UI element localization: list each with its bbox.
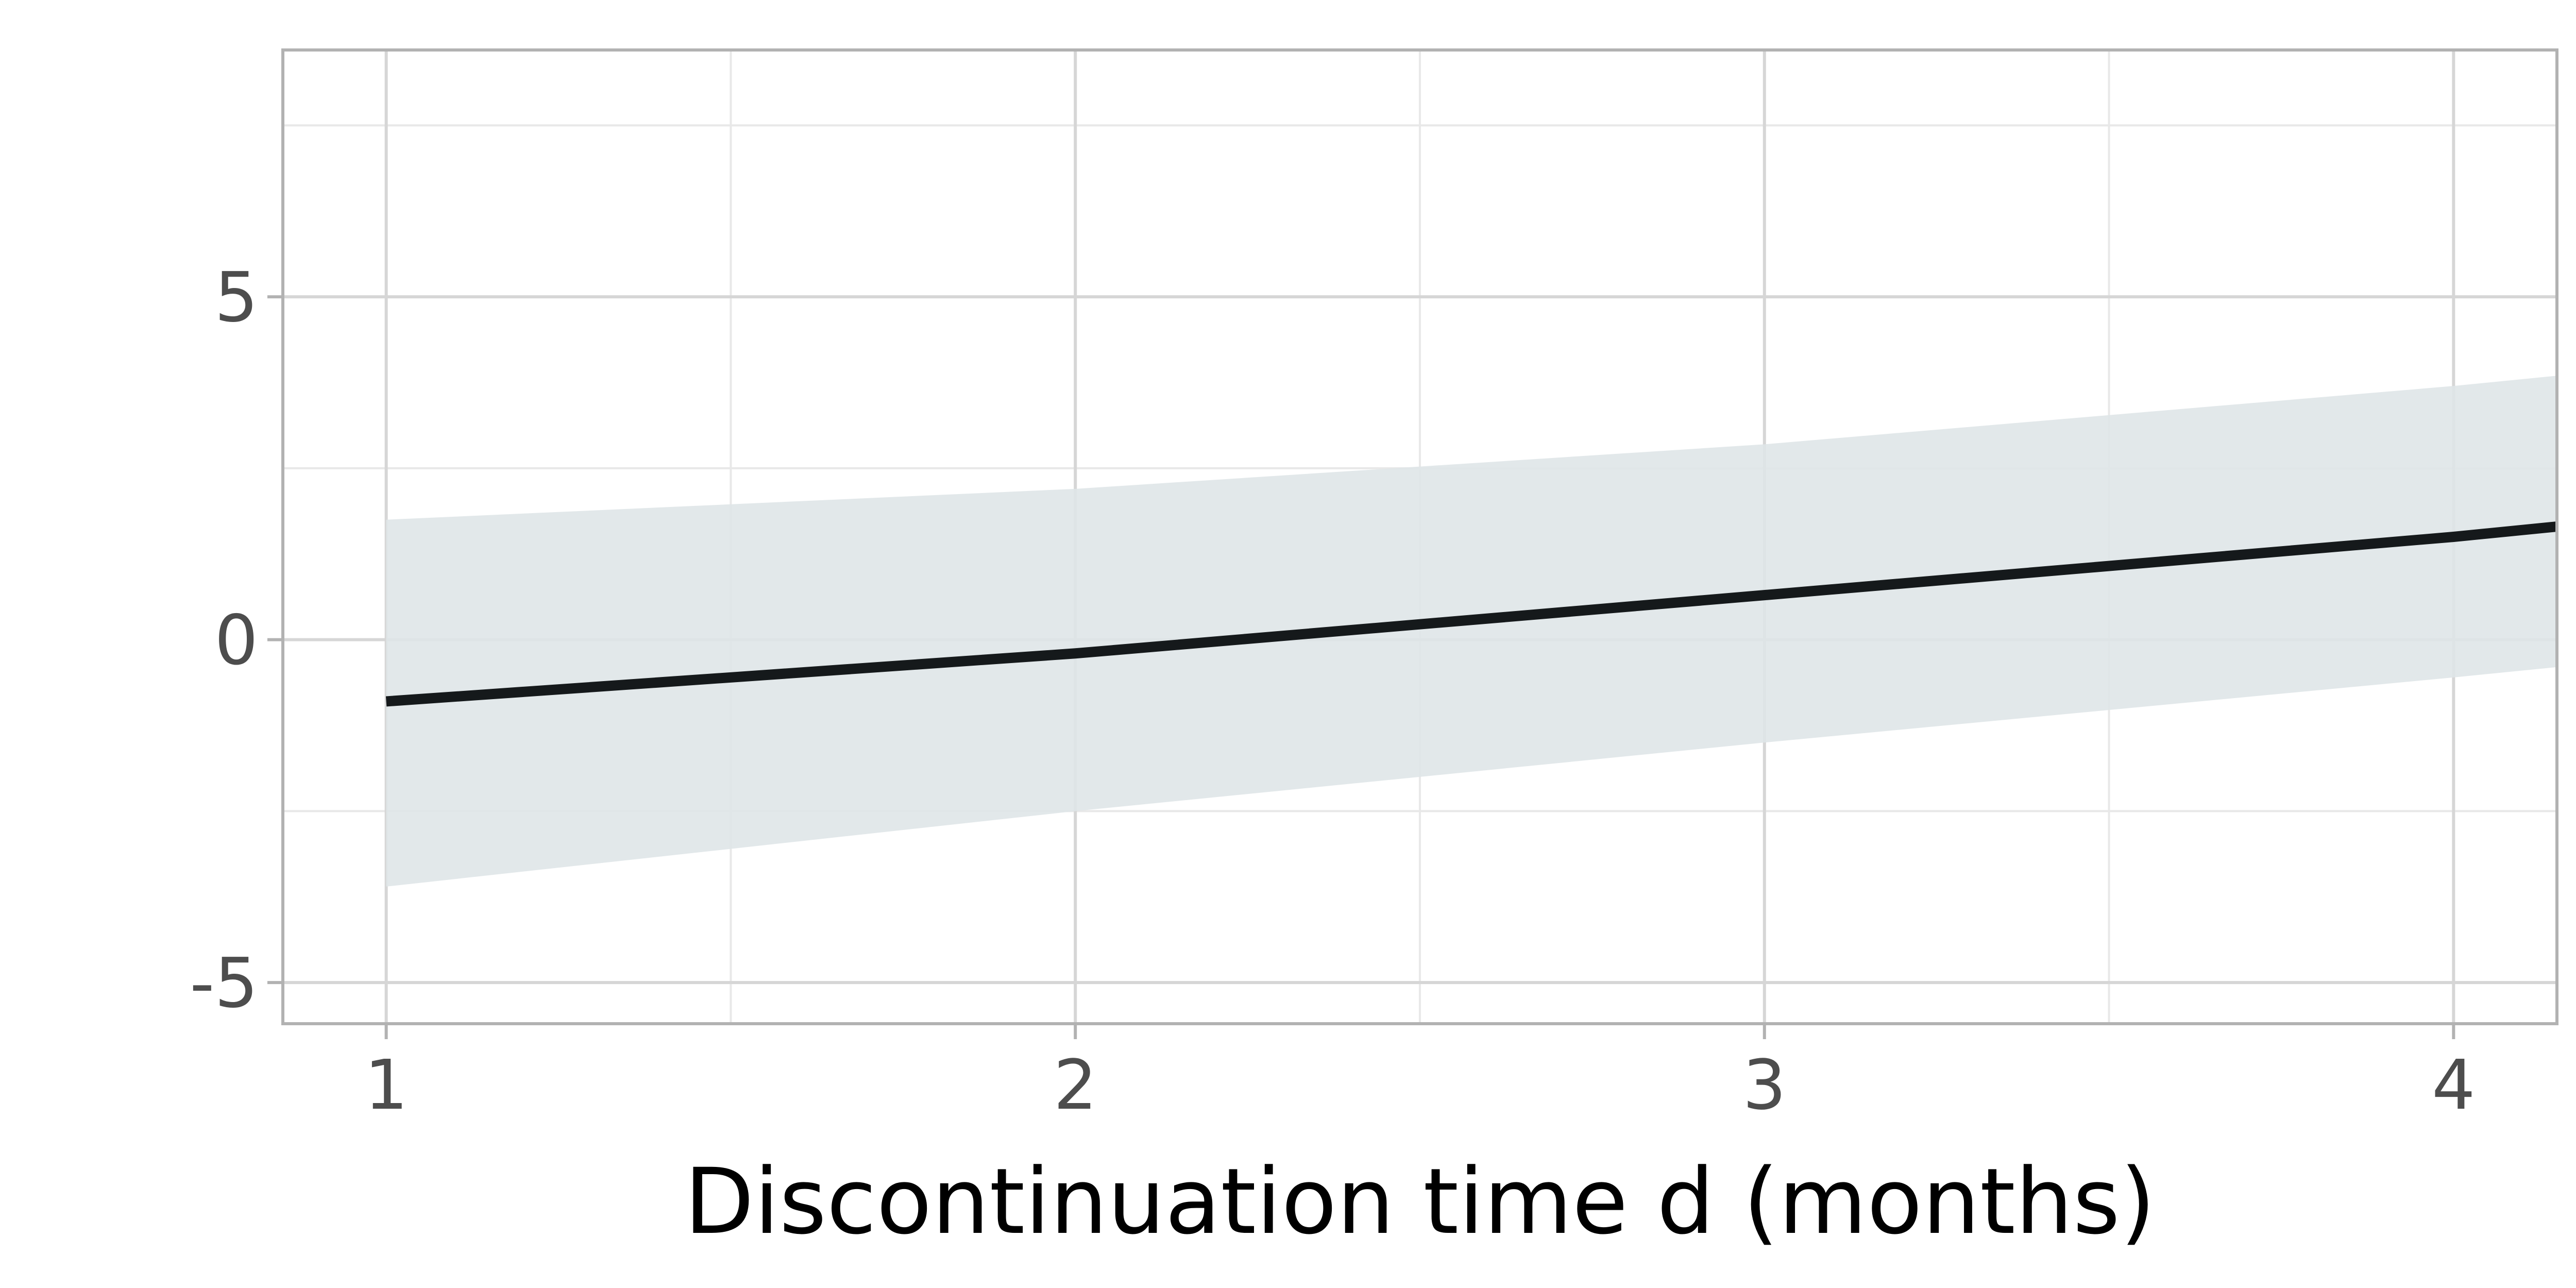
series-line (385, 521, 2557, 707)
x-tick-label: 4 (2432, 1046, 2476, 1125)
x-tick-label: 2 (1054, 1046, 1097, 1125)
y-axis: -5 0 5 (190, 258, 283, 1023)
y-tick-label: -5 (190, 944, 258, 1023)
x-axis-title: Discontinuation time d (months) (684, 1149, 2156, 1255)
confidence-band (386, 376, 2557, 887)
x-axis: 1 2 3 4 (364, 1024, 2476, 1125)
confidence-bands (386, 376, 2557, 887)
y-tick-label: 5 (214, 258, 258, 337)
y-tick-label: 0 (214, 601, 258, 681)
plot-frame (281, 48, 2558, 1025)
x-tick-label: 1 (364, 1046, 408, 1125)
series-lines (385, 521, 2557, 707)
x-tick-label: 3 (1742, 1046, 1786, 1125)
